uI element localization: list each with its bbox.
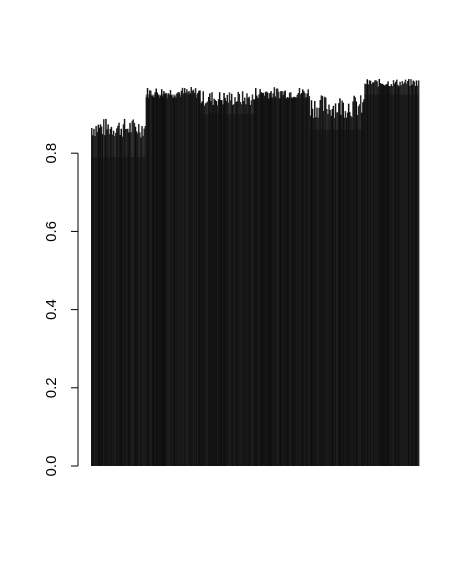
bar — [253, 99, 256, 466]
y-tick-label: 0.0 — [43, 456, 60, 477]
y-tick-label: 0.8 — [43, 143, 60, 164]
y-axis: 0.0 0.2 0.4 0.6 0.8 — [43, 143, 79, 477]
bar-group-base — [200, 114, 255, 466]
bar-group-base — [91, 157, 146, 467]
bar-group-base — [145, 94, 200, 467]
bars-layer — [91, 78, 420, 467]
bar — [199, 90, 201, 467]
bar-group-base — [309, 129, 364, 467]
bar — [144, 126, 147, 466]
bar — [417, 80, 420, 466]
y-tick-label: 0.6 — [43, 221, 60, 242]
bar — [363, 99, 365, 466]
y-tick-label: 0.4 — [43, 299, 60, 320]
bar — [308, 96, 311, 466]
y-tick-label: 0.2 — [43, 377, 60, 398]
bar-group-base — [364, 94, 419, 467]
bar-group-base — [255, 98, 310, 467]
